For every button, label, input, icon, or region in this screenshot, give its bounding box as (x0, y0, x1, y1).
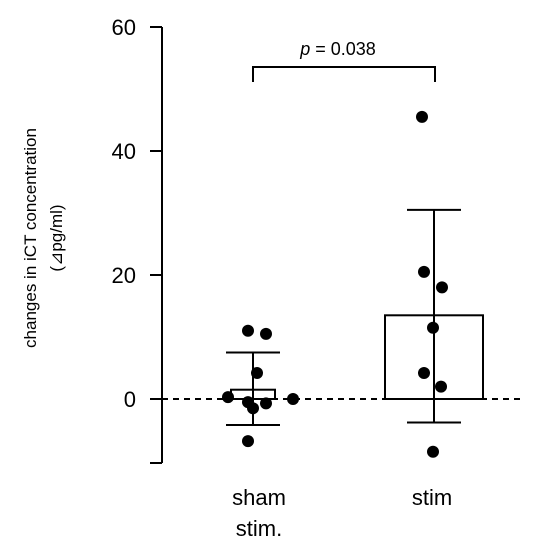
category-label-sham-line1: sham (232, 485, 286, 510)
data-point (436, 281, 448, 294)
data-point (247, 402, 259, 415)
data-point (242, 435, 254, 448)
data-point (242, 324, 254, 337)
data-point (222, 391, 234, 404)
data-point (435, 380, 447, 393)
data-point (418, 366, 430, 379)
data-point (260, 327, 272, 340)
y-axis-title-line1: changes in iCT concentration (21, 128, 40, 348)
y-tick-label-40: 40 (112, 139, 136, 164)
category-label-sham-line2: stim. (236, 516, 282, 541)
y-tick-label-20: 20 (112, 263, 136, 288)
data-point (427, 321, 439, 334)
p-symbol: p (299, 39, 310, 59)
y-ticks: 0 20 40 60 (112, 15, 162, 464)
data-point (418, 265, 430, 278)
data-point (251, 366, 263, 379)
y-axis-title: changes in iCT concentration (⊿pg/ml) (21, 128, 66, 348)
data-point (416, 110, 428, 123)
data-point (260, 397, 272, 410)
data-points (222, 110, 448, 458)
y-tick-label-60: 60 (112, 15, 136, 40)
y-axis-title-line2: (⊿pg/ml) (47, 204, 66, 271)
data-point (427, 445, 439, 458)
significance-bracket (252, 66, 436, 82)
category-label-stim: stim (412, 485, 452, 510)
data-point (287, 393, 299, 405)
y-tick-label-0: 0 (124, 387, 136, 412)
p-value: = 0.038 (310, 39, 376, 59)
p-value-annotation: p = 0.038 (299, 39, 376, 59)
